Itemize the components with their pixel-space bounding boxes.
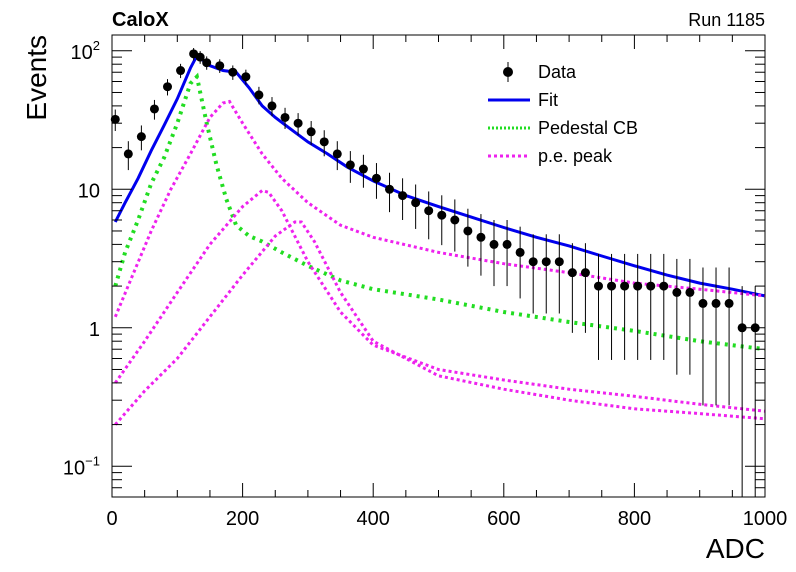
data-point — [195, 52, 205, 62]
curves-layer — [113, 53, 766, 426]
data-point — [163, 82, 173, 92]
x-tick-label: 400 — [357, 508, 390, 530]
data-point — [698, 298, 708, 308]
x-axis-title: ADC — [706, 533, 765, 564]
data-point — [541, 257, 551, 267]
data-point — [332, 149, 342, 159]
data-point — [489, 239, 499, 249]
legend-data-marker — [503, 67, 513, 77]
data-point — [385, 184, 395, 194]
data-point — [620, 281, 630, 291]
data-point — [659, 281, 669, 291]
data-point — [293, 118, 303, 128]
data-point — [711, 298, 721, 308]
legend: Data Fit Pedestal CB p.e. peak — [488, 62, 638, 166]
data-point — [254, 90, 264, 100]
data-point — [358, 164, 368, 174]
data-point — [123, 149, 133, 159]
fit-curve — [113, 53, 766, 298]
data-point — [646, 281, 656, 291]
data-point — [110, 114, 120, 124]
data-point — [424, 206, 434, 216]
data-point — [371, 173, 381, 183]
x-tick-label: 1000 — [743, 508, 788, 530]
data-point — [215, 61, 225, 71]
y-tick-label: 10−1 — [63, 453, 100, 479]
data-point — [593, 281, 603, 291]
data-point — [515, 247, 525, 257]
data-point — [633, 281, 643, 291]
data-point — [306, 127, 316, 137]
experiment-label: CaloX — [112, 9, 169, 31]
data-point — [267, 101, 277, 111]
data-point — [567, 268, 577, 278]
pe-peak-curve — [113, 99, 766, 318]
x-tick-label: 0 — [106, 508, 117, 530]
data-point — [149, 104, 159, 114]
data-point — [176, 66, 186, 76]
data-point — [437, 210, 447, 220]
data-point — [280, 112, 290, 122]
data-layer — [110, 47, 760, 497]
data-point — [685, 287, 695, 297]
x-tick-label: 600 — [487, 508, 520, 530]
y-tick-label: 10 — [78, 180, 100, 202]
x-tick-label: 800 — [618, 508, 651, 530]
legend-label: p.e. peak — [538, 146, 613, 166]
run-label: Run 1185 — [688, 10, 765, 30]
data-point — [502, 239, 512, 249]
data-point — [580, 268, 590, 278]
y-tick-label: 102 — [71, 38, 100, 64]
data-point — [241, 72, 251, 82]
y-axis-title: Events — [21, 35, 52, 121]
axes-layer: 0 200 400 600 800 1000 10−1 1 10 102 — [63, 35, 787, 530]
data-point — [476, 232, 486, 242]
data-point — [463, 226, 473, 236]
data-point — [554, 257, 564, 267]
legend-label: Data — [538, 62, 577, 82]
y-tick-label: 1 — [89, 319, 100, 341]
data-point — [319, 137, 329, 147]
data-point — [411, 198, 421, 208]
data-point — [450, 215, 460, 225]
pe-peak-curve — [114, 220, 766, 426]
legend-label: Fit — [538, 90, 558, 110]
data-point — [228, 67, 238, 77]
data-point — [528, 257, 538, 267]
data-point — [398, 191, 408, 201]
data-point — [345, 160, 355, 170]
data-point — [724, 298, 734, 308]
data-point — [607, 281, 617, 291]
x-tick-label: 200 — [226, 508, 259, 530]
legend-label: Pedestal CB — [538, 118, 638, 138]
data-point — [672, 287, 682, 297]
data-point — [202, 58, 212, 68]
data-point — [136, 132, 146, 142]
data-point — [737, 323, 747, 333]
